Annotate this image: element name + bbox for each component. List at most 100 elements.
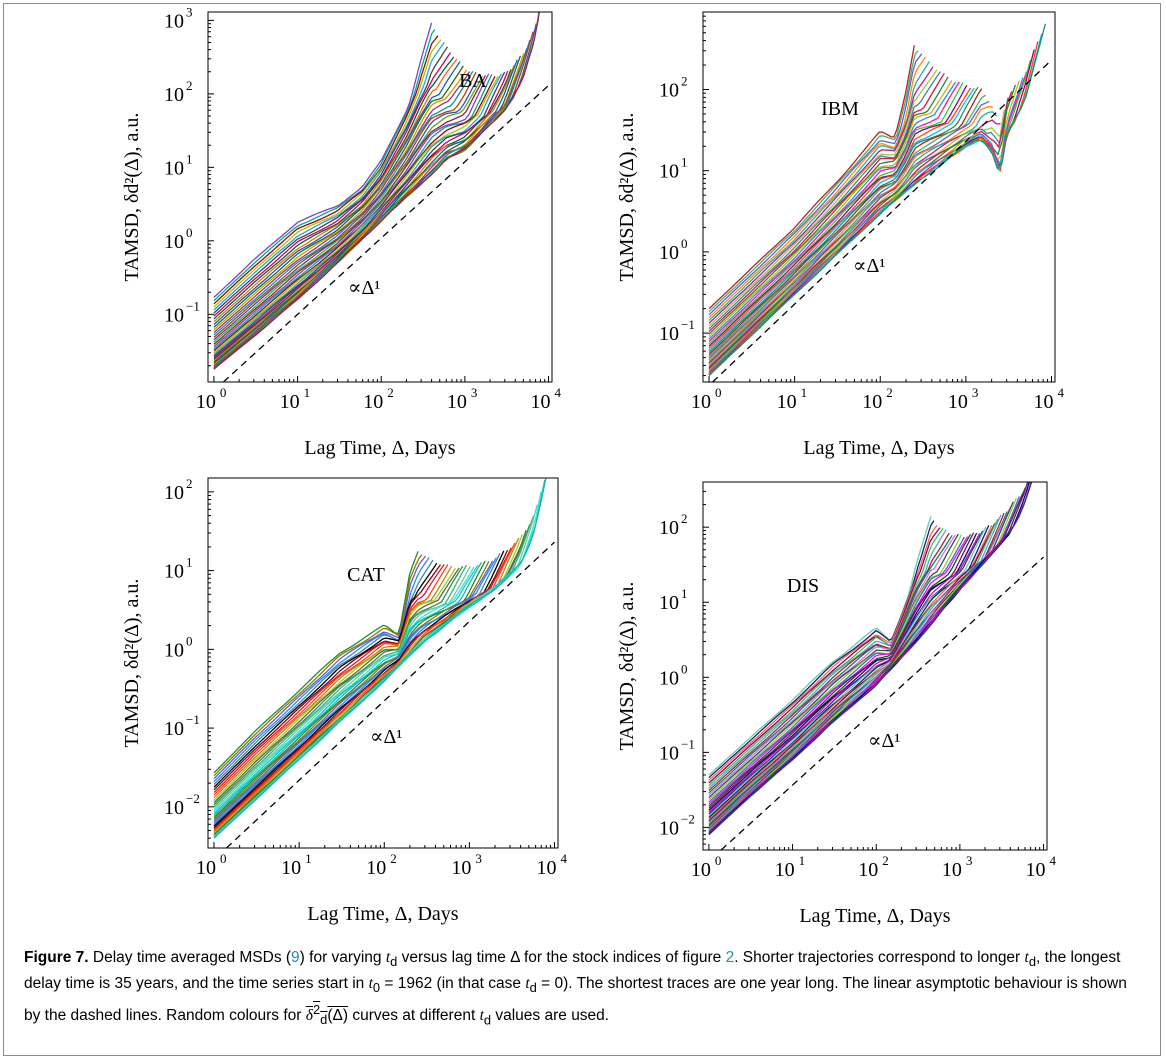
panel-title: BA	[459, 70, 487, 92]
x-axis-label: Lag Time, Δ, Days	[307, 903, 458, 925]
x-tick-exponent: 3	[471, 385, 478, 400]
series-group	[213, 478, 547, 839]
series-line	[213, 35, 439, 305]
y-tick-exponent: 2	[681, 73, 688, 88]
series-line	[708, 45, 915, 310]
series-line	[213, 39, 442, 308]
series-line	[213, 29, 436, 302]
x-tick-label: 10	[691, 859, 711, 881]
series-line	[213, 560, 486, 819]
series-line	[708, 61, 930, 321]
series-line	[213, 52, 452, 317]
series-line	[213, 560, 494, 822]
y-tick-exponent: 1	[186, 151, 193, 166]
caption-subscript: d	[390, 954, 398, 970]
series-line	[708, 530, 984, 815]
series-line	[213, 565, 471, 810]
caption-symbol: (Δ)	[327, 1007, 349, 1025]
x-tick-label: 10	[858, 859, 878, 881]
series-line	[708, 524, 938, 781]
series-line	[708, 53, 923, 316]
x-tick-exponent: 0	[220, 851, 227, 866]
reference-line	[226, 541, 555, 848]
caption-text: , the longest delay time is 35 years, an…	[24, 949, 1121, 993]
x-tick-exponent: 4	[1050, 853, 1057, 868]
slope-annotation: ∝Δ¹	[853, 255, 885, 277]
y-tick-exponent: 2	[186, 476, 193, 491]
series-line	[213, 56, 455, 320]
series-line	[708, 532, 978, 811]
y-tick-label: 10	[164, 797, 184, 819]
series-line	[213, 75, 499, 354]
caption-subscript: d	[1028, 954, 1037, 970]
figure-link[interactable]: 2	[725, 949, 735, 966]
caption-text: Delay time averaged MSDs (	[88, 949, 292, 966]
caption-subscript: d	[529, 980, 537, 996]
series-line	[213, 564, 442, 791]
series-line	[708, 532, 950, 791]
series-line	[708, 56, 927, 319]
caption-text: = 1962 (in that case	[380, 975, 526, 993]
series-line	[708, 66, 934, 324]
x-tick-label: 10	[536, 857, 556, 879]
series-line	[708, 84, 968, 347]
caption-text: curves at different	[348, 1007, 480, 1025]
series-line	[213, 61, 461, 325]
caption-symbol: t	[368, 975, 373, 993]
caption-text: . Shorter trajectories correspond to lon…	[734, 949, 1025, 966]
x-tick-exponent: 3	[966, 853, 973, 868]
series-line	[708, 529, 947, 789]
x-tick-exponent: 0	[715, 385, 722, 400]
caption-subscript: d	[483, 1012, 492, 1028]
y-tick-exponent: −1	[681, 317, 695, 332]
reference-line	[712, 59, 1052, 382]
y-tick-label: 10	[659, 667, 679, 689]
equation-link[interactable]: 9	[291, 949, 300, 966]
series-line	[708, 71, 942, 330]
x-tick-exponent: 4	[560, 851, 567, 866]
series-line	[708, 527, 941, 784]
y-tick-exponent: −2	[681, 811, 695, 826]
y-tick-label: 10	[659, 817, 679, 839]
series-line	[213, 565, 464, 806]
x-tick-exponent: 2	[387, 385, 394, 400]
series-line	[213, 22, 433, 298]
caption-symbol: t	[385, 949, 391, 966]
series-line	[708, 71, 1028, 374]
y-tick-label: 10	[659, 592, 679, 614]
x-tick-label: 10	[942, 859, 962, 881]
y-tick-label: 10	[164, 157, 184, 179]
series-line	[708, 532, 975, 809]
x-tick-label: 10	[363, 391, 383, 413]
series-line	[213, 478, 547, 839]
y-tick-label: 10	[164, 10, 184, 32]
series-line	[708, 88, 983, 355]
series-line	[213, 559, 434, 785]
x-tick-label: 10	[280, 391, 300, 413]
y-tick-exponent: 3	[186, 4, 193, 19]
series-line	[708, 82, 964, 345]
series-line	[213, 565, 453, 799]
series-line	[708, 80, 953, 337]
x-tick-exponent: 2	[390, 851, 397, 866]
x-tick-exponent: 0	[220, 385, 227, 400]
caption-formula: δ2d(Δ)	[306, 1002, 349, 1027]
y-tick-exponent: 0	[681, 661, 688, 676]
caption-superscript: 2	[312, 1002, 321, 1018]
x-tick-label: 10	[531, 391, 551, 413]
series-line	[213, 58, 458, 323]
y-tick-exponent: 1	[681, 586, 688, 601]
series-line	[708, 482, 1033, 836]
panel-title: CAT	[347, 564, 385, 586]
series-line	[708, 536, 965, 803]
x-tick-label: 10	[777, 391, 797, 413]
y-tick-exponent: 0	[186, 225, 193, 240]
y-axis-label: TAMSD, δd²(Δ), a.u.	[616, 582, 638, 751]
caption-text: = 0). The shortest traces are one year l…	[24, 975, 1127, 1025]
y-tick-label: 10	[659, 323, 679, 345]
x-tick-label: 10	[862, 391, 882, 413]
series-line	[213, 46, 449, 314]
x-tick-label: 10	[196, 857, 216, 879]
series-line	[213, 75, 487, 345]
